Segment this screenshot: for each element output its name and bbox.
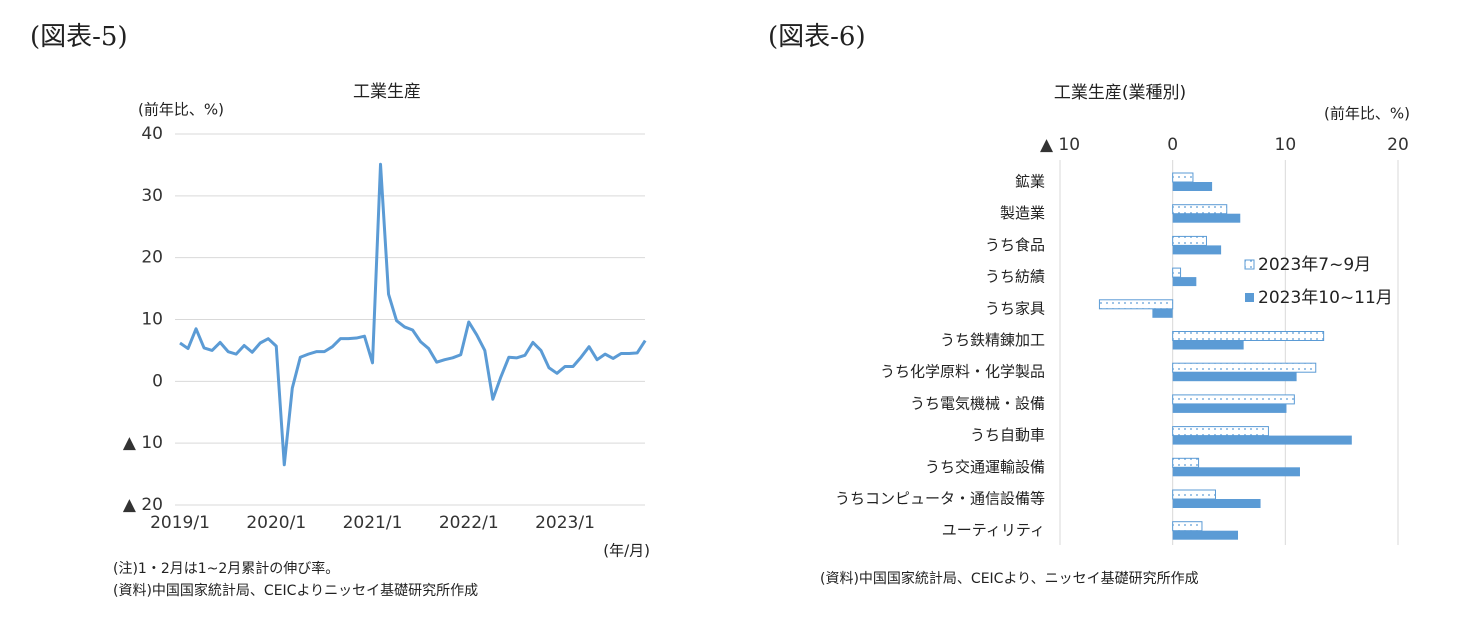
bar bbox=[1172, 235, 1207, 246]
legend-label: 2023年7~9月 bbox=[1258, 255, 1371, 275]
line bbox=[179, 162, 647, 467]
chart-title: 工業生産 bbox=[353, 82, 421, 102]
x-tick-label: 2021/1 bbox=[343, 513, 403, 533]
x-tick-label: 10 bbox=[1275, 135, 1297, 155]
bar bbox=[1172, 204, 1228, 215]
bar bbox=[1172, 213, 1241, 223]
x-tick-label: 2023/1 bbox=[535, 513, 595, 533]
note: (資料)中国国家統計局、CEICより、ニッセイ基礎研究所作成 bbox=[820, 570, 1199, 587]
bar bbox=[1172, 499, 1261, 508]
bar bbox=[1152, 308, 1173, 318]
y-tick-label: 0 bbox=[152, 371, 163, 391]
y-tick-label: うち紡績 bbox=[985, 268, 1045, 286]
bar bbox=[1172, 267, 1182, 278]
y-tick-label: うち家具 bbox=[985, 299, 1045, 317]
bar bbox=[1172, 340, 1244, 350]
legend-swatch bbox=[1244, 259, 1255, 270]
bar bbox=[1172, 182, 1213, 191]
bar bbox=[1172, 331, 1325, 341]
y-tick-label: うち鉄精錬加工 bbox=[940, 331, 1045, 349]
bar bbox=[1172, 245, 1222, 255]
y-tick-label: 30 bbox=[141, 186, 163, 206]
y-tick-label: うち化学原料・化学製品 bbox=[880, 363, 1045, 381]
note: (注)1・2月は1~2月累計の伸び率。 bbox=[113, 560, 339, 577]
bar bbox=[1172, 467, 1300, 477]
bar bbox=[1172, 362, 1317, 373]
figure-label: (図表-6) bbox=[768, 22, 866, 52]
note: (資料)中国国家統計局、CEICよりニッセイ基礎研究所作成 bbox=[113, 582, 478, 599]
legend-swatch bbox=[1245, 293, 1254, 302]
bar bbox=[1172, 172, 1194, 183]
x-tick-label: 2019/1 bbox=[150, 513, 210, 533]
bar bbox=[1172, 435, 1352, 445]
y-tick-label: ▲ 20 bbox=[123, 495, 163, 515]
y-tick-label: うち交通運輸設備 bbox=[925, 458, 1045, 476]
y-tick-label: うち食品 bbox=[985, 236, 1045, 254]
y-tick-label: うちコンピュータ・通信設備等 bbox=[835, 490, 1045, 508]
bar bbox=[1172, 277, 1197, 287]
y-tick-label: 20 bbox=[141, 248, 163, 268]
bar bbox=[1172, 426, 1269, 437]
y-tick-label: ▲ 10 bbox=[123, 433, 163, 453]
x-axis-label: (年/月) bbox=[603, 542, 650, 560]
x-tick-label: 2022/1 bbox=[439, 513, 499, 533]
y-tick-label: うち電気機械・設備 bbox=[910, 394, 1045, 412]
y-tick-label: 製造業 bbox=[1000, 204, 1045, 222]
bar bbox=[1172, 403, 1287, 413]
x-tick-label: 0 bbox=[1167, 135, 1178, 155]
bar bbox=[1172, 372, 1297, 382]
bar bbox=[1172, 521, 1203, 532]
x-axis-label: (前年比、%) bbox=[1324, 105, 1410, 123]
y-tick-label: うち自動車 bbox=[970, 426, 1045, 444]
chart-title: 工業生産(業種別) bbox=[1054, 83, 1186, 103]
y-tick-label: ユーティリティ bbox=[942, 521, 1045, 539]
y-tick-label: 10 bbox=[141, 310, 163, 330]
bar bbox=[1172, 394, 1295, 405]
bar bbox=[1098, 299, 1174, 310]
bar bbox=[1172, 457, 1200, 468]
bar bbox=[1172, 530, 1239, 540]
bar bbox=[1172, 489, 1216, 500]
y-tick-label: 40 bbox=[141, 124, 163, 144]
x-tick-label: 20 bbox=[1387, 135, 1409, 155]
y-tick-label: 鉱業 bbox=[1015, 173, 1045, 191]
y-axis-label: (前年比、%) bbox=[138, 101, 224, 119]
figure-label: (図表-5) bbox=[30, 22, 128, 52]
x-tick-label: 2020/1 bbox=[246, 513, 306, 533]
legend-label: 2023年10~11月 bbox=[1258, 288, 1393, 308]
x-tick-label: ▲ 10 bbox=[1040, 135, 1080, 155]
